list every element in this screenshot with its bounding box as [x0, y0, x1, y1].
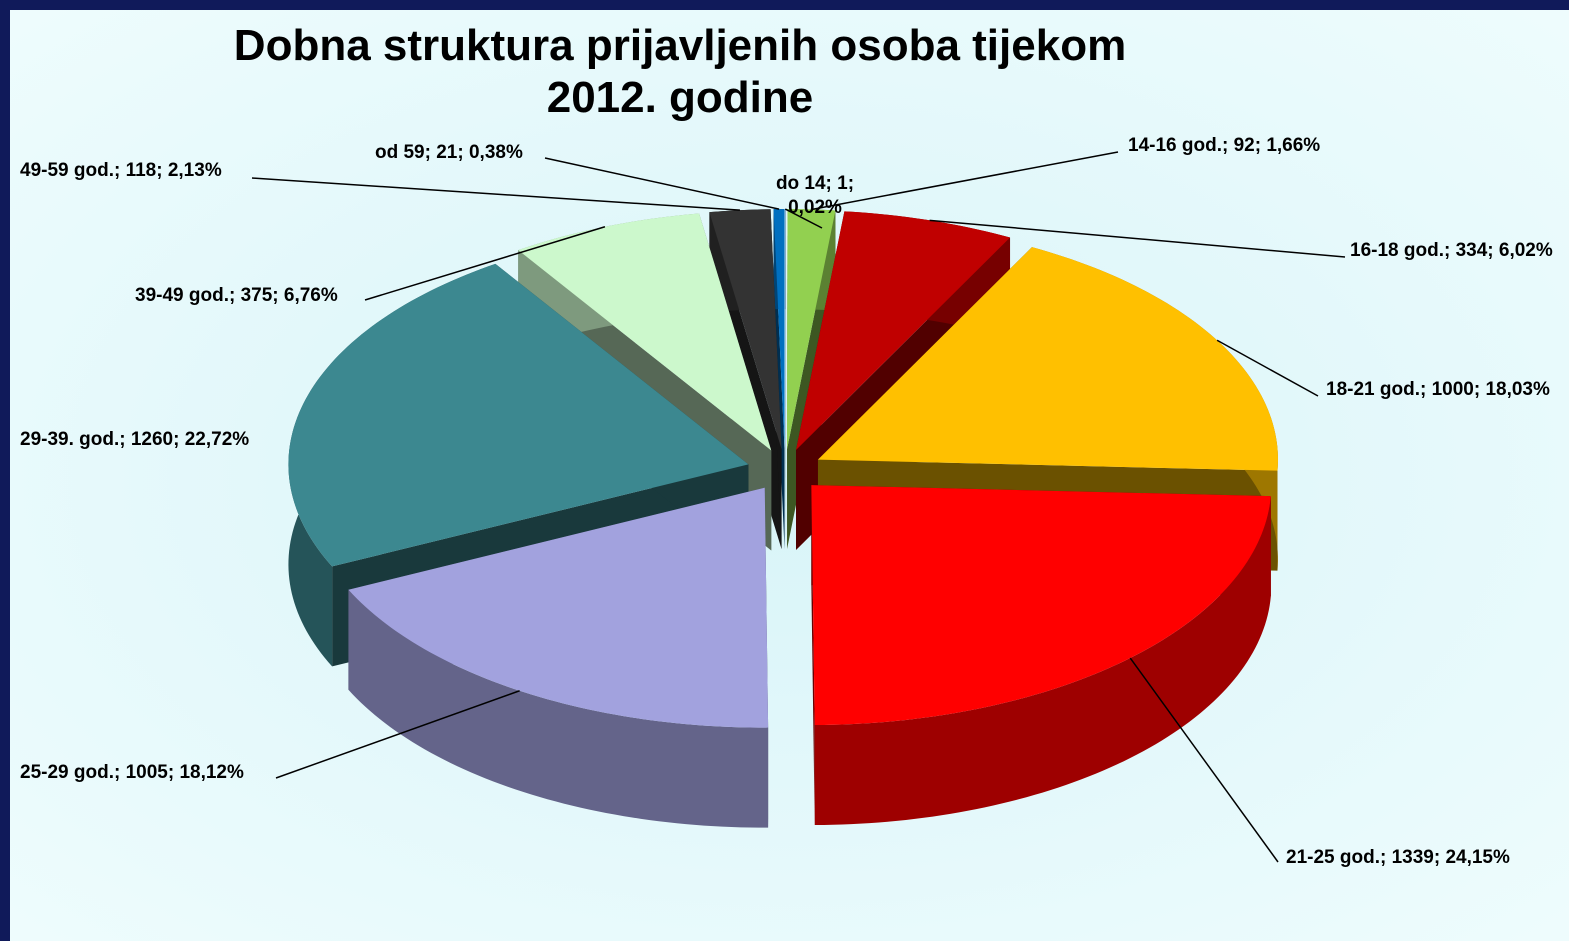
slice [811, 485, 1271, 726]
data-label: 18-21 god.; 1000; 18,03% [1326, 379, 1550, 400]
slice [796, 211, 1011, 451]
slice [348, 487, 769, 728]
slice [817, 247, 1278, 471]
data-label: 25-29 god.; 1005; 18,12% [20, 762, 244, 783]
data-label: do 14; 1; 0,02% [775, 173, 855, 218]
leader-line [251, 177, 740, 211]
slice-wall [348, 589, 769, 828]
leader-line [784, 208, 823, 229]
slice [288, 263, 749, 567]
slice-side [811, 485, 815, 826]
leader-line [275, 690, 520, 779]
leader-line [929, 219, 1346, 258]
slice [709, 209, 782, 450]
slice [785, 209, 786, 450]
leader-line [1216, 339, 1319, 397]
slice-wall [814, 496, 1271, 826]
data-label: 49-59 god.; 118; 2,13% [20, 160, 222, 181]
chart-title: Dobna struktura prijavljenih osoba tijek… [233, 21, 1127, 122]
leader-line [364, 226, 606, 301]
data-label: 16-18 god.; 334; 6,02% [1350, 240, 1553, 261]
pie [288, 209, 1278, 828]
data-label: 39-49 god.; 375; 6,76% [135, 285, 338, 306]
slice [787, 209, 836, 450]
leader-line [1129, 657, 1279, 863]
slice [518, 213, 772, 451]
data-label: od 59; 21; 0,38% [375, 142, 523, 163]
data-label: 21-25 god.; 1339; 24,15% [1286, 847, 1510, 868]
slice [773, 209, 785, 450]
data-label: 14-16 god.; 92; 1,66% [1128, 135, 1321, 156]
leader-line [544, 157, 780, 210]
data-label: 29-39. god.; 1260; 22,72% [20, 429, 250, 450]
leader-line [811, 151, 1119, 211]
